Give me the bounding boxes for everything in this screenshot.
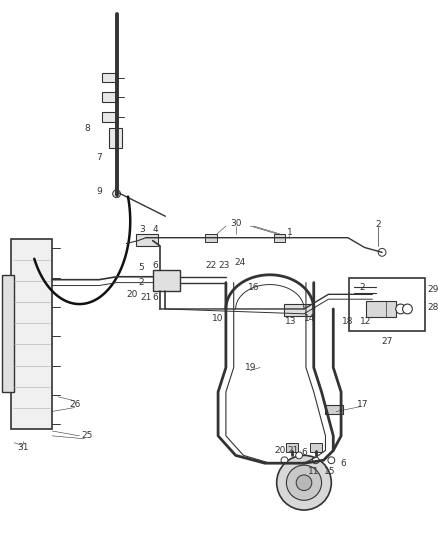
Circle shape: [281, 457, 288, 464]
Text: 16: 16: [247, 283, 259, 292]
Bar: [136, 234, 158, 246]
Bar: [11, 239, 52, 429]
Bar: [284, 304, 314, 316]
Text: 28: 28: [427, 303, 438, 311]
Text: 26: 26: [69, 400, 80, 409]
Text: 6: 6: [340, 459, 346, 467]
Text: 12: 12: [360, 317, 371, 326]
Text: 5: 5: [138, 263, 144, 272]
Bar: [102, 92, 117, 102]
Text: 20: 20: [274, 446, 285, 455]
Text: 29: 29: [427, 285, 438, 294]
Text: 25: 25: [81, 431, 93, 440]
Text: 13: 13: [285, 317, 296, 326]
Text: 30: 30: [230, 219, 241, 228]
Circle shape: [403, 304, 412, 314]
Circle shape: [328, 457, 335, 464]
Text: 2: 2: [375, 220, 381, 229]
Text: 11: 11: [308, 466, 319, 475]
Text: 24: 24: [234, 257, 245, 266]
Circle shape: [296, 452, 303, 459]
Text: 21: 21: [288, 446, 299, 455]
Bar: [102, 112, 117, 122]
Bar: [2, 275, 14, 392]
Bar: [349, 278, 425, 332]
Text: 10: 10: [212, 314, 224, 323]
Circle shape: [296, 475, 312, 490]
Bar: [274, 234, 286, 241]
Bar: [109, 128, 123, 148]
Bar: [205, 234, 217, 241]
Text: 9: 9: [96, 187, 102, 196]
Circle shape: [277, 455, 331, 510]
Bar: [367, 301, 396, 317]
Circle shape: [378, 248, 386, 256]
Circle shape: [113, 190, 120, 198]
Text: 23: 23: [218, 261, 230, 270]
Text: 27: 27: [381, 337, 392, 346]
Text: 8: 8: [85, 124, 90, 133]
Circle shape: [396, 304, 406, 314]
Text: 4: 4: [153, 225, 159, 235]
Text: 31: 31: [17, 443, 28, 452]
Text: 21: 21: [140, 293, 152, 302]
Circle shape: [312, 457, 319, 464]
Bar: [102, 72, 117, 83]
Text: 19: 19: [244, 363, 256, 372]
Text: 18: 18: [342, 317, 353, 326]
Text: 3: 3: [139, 225, 145, 235]
Text: 6: 6: [153, 261, 159, 270]
Text: 15: 15: [324, 466, 335, 475]
Bar: [286, 443, 298, 453]
Circle shape: [286, 465, 321, 500]
Text: 7: 7: [96, 153, 102, 162]
Text: 14: 14: [304, 314, 315, 323]
Text: 20: 20: [127, 290, 138, 299]
Text: 6: 6: [153, 293, 159, 302]
Text: 1: 1: [286, 228, 292, 237]
Text: 2: 2: [138, 278, 144, 287]
Text: 6: 6: [301, 448, 307, 457]
Circle shape: [368, 293, 376, 300]
Text: 22: 22: [205, 261, 217, 270]
Bar: [153, 270, 180, 292]
Text: 17: 17: [357, 400, 368, 409]
Bar: [325, 405, 343, 414]
Bar: [310, 443, 321, 453]
Text: 2: 2: [360, 283, 365, 292]
